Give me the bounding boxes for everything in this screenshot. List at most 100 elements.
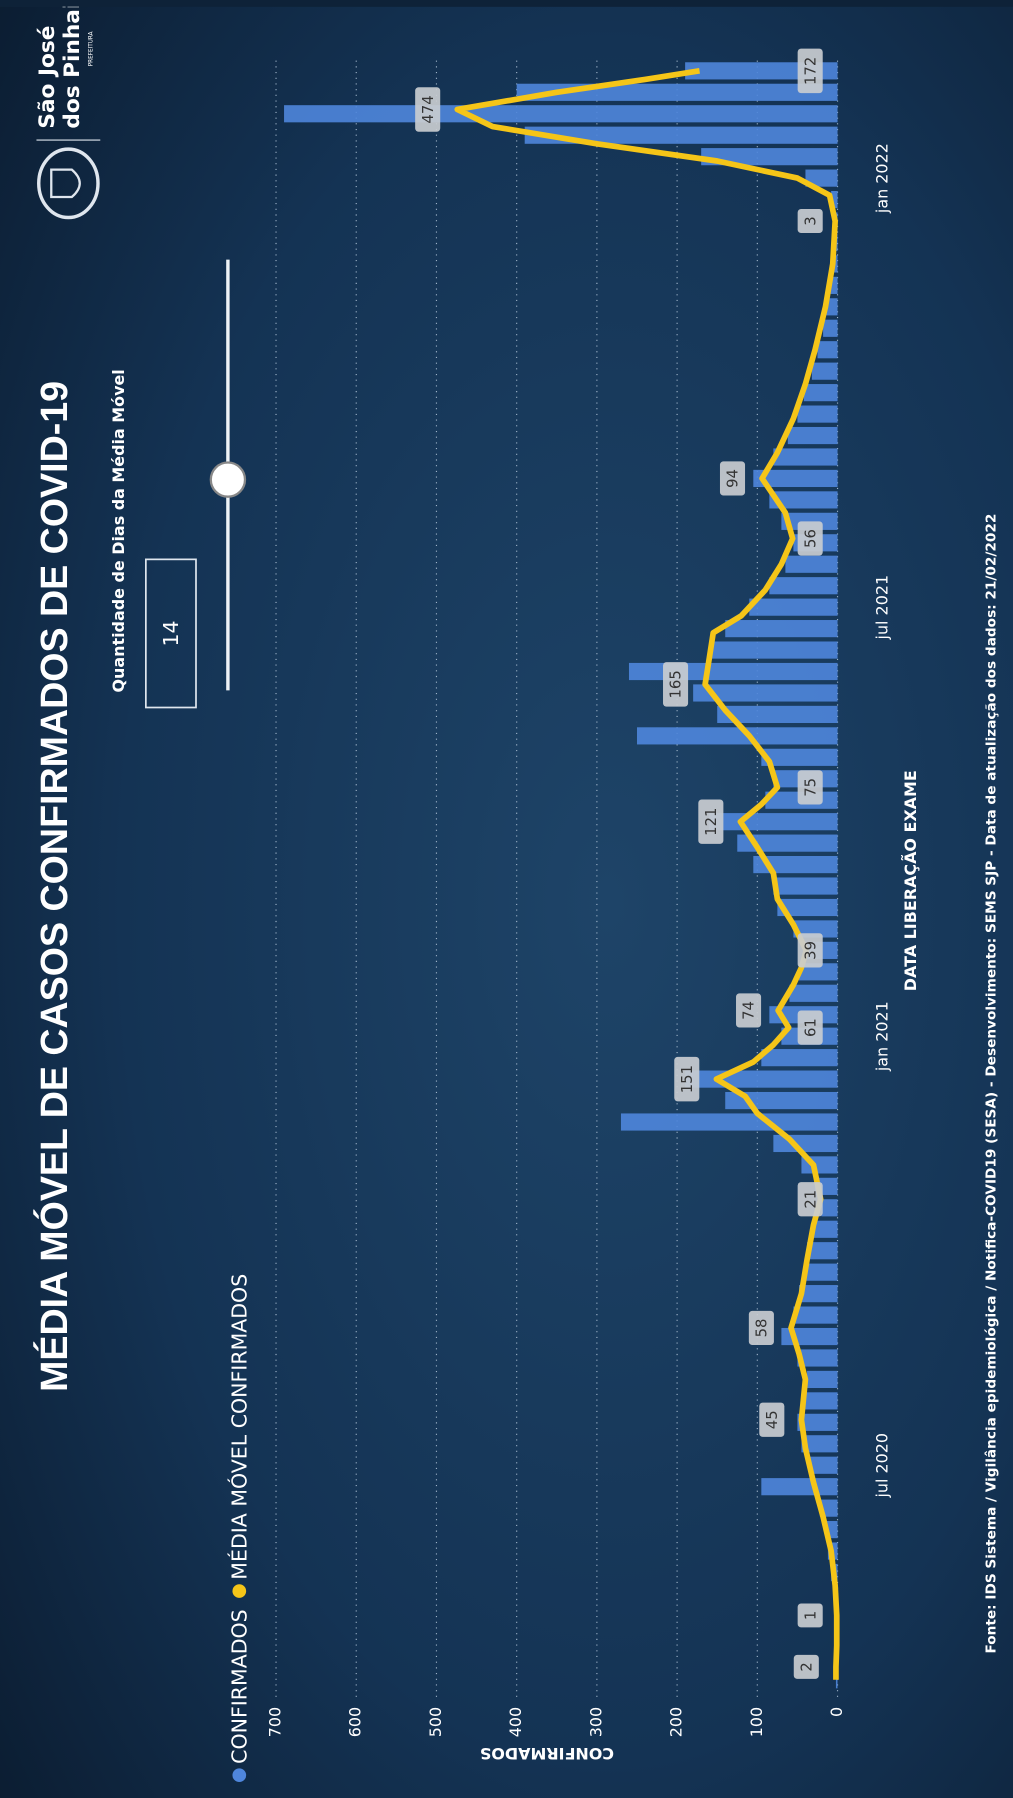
data-label: 172 [797, 48, 823, 94]
bar [805, 169, 838, 187]
data-label: 21 [797, 1182, 823, 1217]
y-tick-label: 0 [827, 1707, 846, 1717]
bar [773, 448, 838, 466]
data-label-box [698, 799, 724, 844]
data-label-text: 21 [802, 1190, 819, 1209]
data-label: 94 [719, 461, 746, 496]
data-label-text: 3 [802, 216, 819, 225]
y-tick-label: 500 [426, 1707, 445, 1737]
y-tick-label: 300 [586, 1707, 605, 1737]
bar [826, 298, 838, 316]
x-tick-label: jan 2021 [873, 1001, 892, 1072]
bar [785, 555, 838, 573]
data-label-text: 75 [802, 778, 819, 797]
bar [809, 1456, 838, 1474]
bar [787, 426, 838, 445]
bar [709, 641, 838, 659]
data-label-text: 58 [754, 1319, 771, 1338]
bar [801, 1435, 838, 1453]
bar [803, 384, 838, 402]
data-label-box [793, 1654, 819, 1679]
data-label-box [759, 1402, 785, 1437]
legend-marker [232, 1768, 247, 1783]
bar [524, 126, 838, 144]
data-label: 165 [663, 662, 689, 707]
legend-label: MÉDIA MÓVEL CONFIRMADOS [226, 1274, 251, 1580]
bar [725, 620, 838, 638]
data-label-box [797, 521, 823, 556]
bar [761, 748, 838, 766]
bar [753, 856, 838, 874]
data-label-text: 45 [764, 1410, 781, 1429]
bar [753, 469, 838, 488]
data-label: 121 [698, 799, 724, 844]
chart-title: MÉDIA MÓVEL DE CASOS CONFIRMADOS DE COVI… [33, 381, 75, 1392]
bar [777, 898, 838, 917]
data-label: 61 [797, 1010, 823, 1045]
bar [797, 1349, 838, 1367]
data-label: 3 [797, 209, 823, 233]
data-label-box [797, 209, 823, 233]
slider-knob[interactable] [209, 461, 247, 498]
data-label-text: 74 [741, 1001, 758, 1020]
bar [636, 727, 838, 745]
data-label-text: 2 [798, 1662, 815, 1671]
data-label-text: 39 [802, 941, 819, 960]
y-tick-label: 200 [667, 1707, 686, 1737]
bar [821, 1199, 838, 1217]
data-label: 56 [797, 521, 823, 556]
data-label-box [797, 48, 823, 94]
bar [799, 963, 838, 981]
data-label-text: 1 [802, 1611, 819, 1620]
bar [803, 1392, 838, 1410]
data-label: 151 [674, 1056, 700, 1102]
data-label-box [674, 1056, 700, 1102]
bar [793, 1306, 838, 1324]
bar [709, 813, 838, 831]
bar [749, 598, 838, 616]
bar [769, 577, 838, 595]
x-tick-label: jul 2020 [873, 1433, 892, 1499]
y-axis-title: CONFIRMADOS [480, 1744, 614, 1763]
data-label: 1 [797, 1603, 823, 1628]
bar [284, 105, 838, 123]
data-label: 75 [797, 770, 823, 805]
data-label: 39 [797, 933, 823, 968]
slider-input[interactable] [145, 558, 197, 709]
data-label-box [748, 1310, 774, 1346]
bar [701, 148, 838, 166]
bar [717, 705, 838, 723]
data-label-box [797, 933, 823, 968]
y-tick-label: 700 [266, 1707, 285, 1737]
bar [693, 684, 838, 702]
bar [799, 1285, 838, 1303]
slider-value[interactable]: 14 [159, 620, 183, 646]
slider-label: Quantidade de Dias da Média Móvel [109, 369, 128, 692]
data-label-text: 56 [802, 529, 819, 548]
bar [769, 491, 838, 509]
bar [793, 920, 838, 938]
y-tick-label: 100 [747, 1707, 766, 1737]
data-label-text: 151 [679, 1065, 696, 1093]
bar [797, 1413, 838, 1431]
bar [817, 341, 838, 359]
bar [823, 319, 838, 337]
data-label: 74 [736, 993, 762, 1028]
background [0, 6, 1013, 1798]
logo-text: dos Pinhais [60, 7, 85, 129]
logo: São José dos Pinhais PREFEITURA [35, 0, 101, 220]
bar [773, 877, 838, 895]
data-label-box [736, 993, 762, 1028]
bar [811, 362, 838, 380]
data-label-text: 172 [802, 57, 819, 85]
data-label: 2 [793, 1654, 819, 1679]
legend-marker [232, 1584, 247, 1598]
data-label-box [797, 1603, 823, 1628]
data-label-text: 94 [725, 469, 742, 488]
bar [813, 1220, 838, 1238]
data-label-box [797, 1182, 823, 1217]
data-label-text: 61 [802, 1018, 819, 1037]
